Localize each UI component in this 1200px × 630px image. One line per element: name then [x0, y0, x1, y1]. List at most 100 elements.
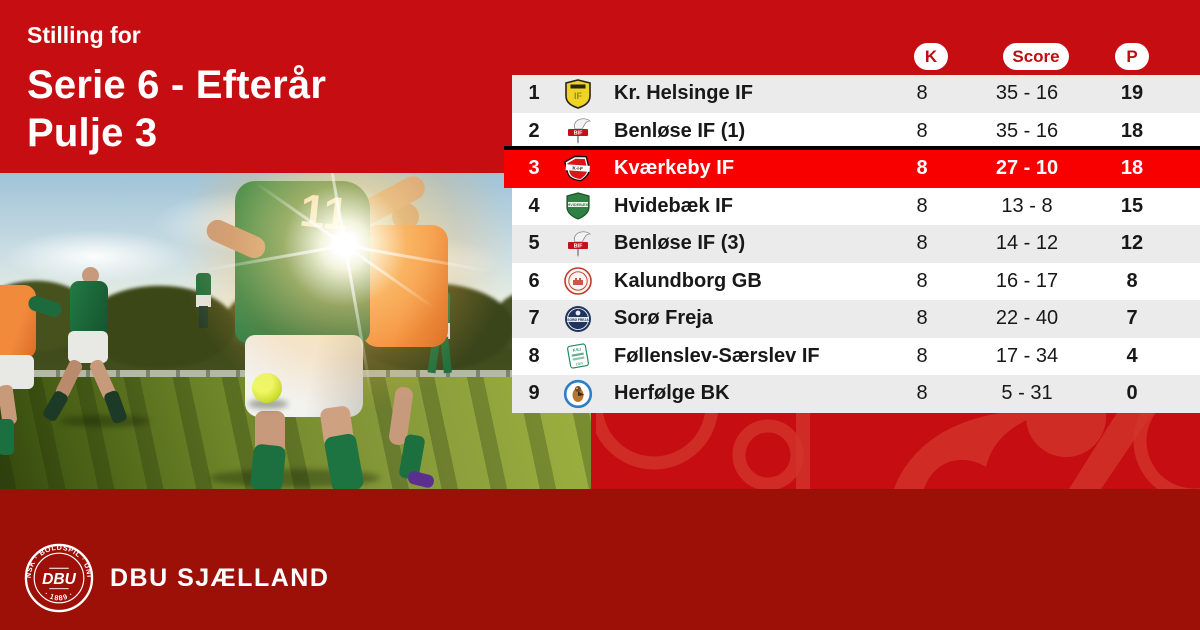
points-cell: 18	[1120, 157, 1144, 180]
team-logo-herfolge-icon	[556, 379, 600, 409]
football-icon	[252, 373, 282, 403]
played-cell: 8	[916, 157, 928, 180]
match-photo: 11	[0, 173, 591, 489]
kicker-text: Stilling for	[27, 22, 141, 48]
brand-name: DBU SJÆLLAND	[110, 563, 330, 592]
points-cell: 15	[1120, 194, 1144, 217]
page-title: Serie 6 - Efterår	[27, 63, 327, 107]
dbu-crest-icon: DANSK · BOLDSPIL · UNION · 1889 · DBU	[24, 543, 94, 613]
position-cell: 6	[528, 269, 540, 292]
dbu-crest-watermark-icon	[596, 413, 1200, 489]
table-row: 9 Herfølge BK 8 5 - 31 0	[512, 375, 1200, 413]
score-cell: 35 - 16	[995, 119, 1059, 142]
player-sock	[0, 419, 14, 455]
svg-text:1905: 1905	[575, 361, 583, 366]
svg-text:SORØ FREJA: SORØ FREJA	[567, 318, 589, 322]
distant-player	[196, 273, 211, 297]
player-shorts	[0, 355, 34, 389]
bottom-band	[0, 489, 1200, 630]
score-cell: 5 - 31	[1001, 382, 1053, 405]
player-shadow	[60, 415, 150, 427]
points-cell: 4	[1126, 344, 1138, 367]
team-name: Benløse IF (1)	[614, 119, 746, 142]
played-cell: 8	[916, 344, 928, 367]
column-badge-played: K	[914, 43, 948, 70]
position-cell: 8	[528, 344, 540, 367]
played-cell: 8	[916, 82, 928, 105]
title-block: Stilling for Serie 6 - Efterår Pulje 3	[27, 22, 326, 157]
player-leg	[199, 306, 208, 328]
svg-text:K·I·F: K·I·F	[572, 165, 583, 171]
standings-table: 1 IF Kr. Helsinge IF 8 35 - 16 19 2 BIF Benløse …	[504, 75, 1200, 413]
table-row: 1 IF Kr. Helsinge IF 8 35 - 16 19	[512, 75, 1200, 113]
player-far-left	[0, 285, 36, 359]
team-name: Kalundborg GB	[614, 269, 762, 292]
team-name: Herfølge BK	[614, 382, 730, 405]
team-name: Hvidebæk IF	[614, 194, 733, 217]
position-cell: 5	[528, 232, 540, 255]
svg-text:IF: IF	[574, 91, 583, 101]
table-row: 7 SORØ FREJA Sorø Freja 8 22 - 40 7	[512, 300, 1200, 338]
table-row: 2 BIF Benløse IF (1) 8 35 - 16 18	[512, 112, 1200, 150]
score-cell: 27 - 10	[995, 157, 1059, 180]
page-subtitle: Pulje 3	[27, 111, 158, 155]
points-cell: 19	[1120, 82, 1144, 105]
team-logo-hvidebaek-icon: HVIDEBÆK	[556, 191, 600, 221]
score-cell: 14 - 12	[995, 232, 1059, 255]
played-cell: 8	[916, 307, 928, 330]
table-row: 6 Kalundborg GB 8 16 - 17 8	[512, 262, 1200, 300]
score-cell: 16 - 17	[995, 269, 1059, 292]
table-row: 3 K·I·F Kværkeby IF 8 27 - 10 18	[504, 146, 1200, 188]
points-cell: 18	[1120, 119, 1144, 142]
column-badge-points: P	[1115, 43, 1149, 70]
team-name: Kr. Helsinge IF	[614, 82, 753, 105]
player-left	[70, 281, 108, 335]
team-logo-kalundborg-icon	[556, 266, 600, 296]
position-cell: 9	[528, 382, 540, 405]
team-logo-benlose-icon: BIF	[556, 116, 600, 146]
played-cell: 8	[916, 232, 928, 255]
table-row: 5 BIF Benløse IF (3) 8 14 - 12 12	[512, 225, 1200, 263]
table-row: 4 HVIDEBÆK Hvidebæk IF 8 13 - 8 15	[512, 187, 1200, 225]
position-cell: 1	[528, 82, 540, 105]
table-row: 8 F.S.I 1905 Føllenslev-Særslev IF 8 17 - 34 4	[512, 337, 1200, 375]
player-shorts	[68, 331, 108, 363]
crest-center-text: DBU	[42, 571, 76, 588]
played-cell: 8	[916, 382, 928, 405]
team-logo-kvaerkeby-icon: K·I·F	[556, 154, 600, 184]
svg-text:BIF: BIF	[574, 131, 584, 137]
position-cell: 3	[528, 157, 540, 180]
team-logo-soro-icon: SORØ FREJA	[556, 304, 600, 334]
svg-text:· 1889 ·: · 1889 ·	[43, 589, 75, 602]
player-sock	[249, 443, 287, 489]
team-name: Benløse IF (3)	[614, 232, 746, 255]
team-name: Sorø Freja	[614, 307, 713, 330]
points-cell: 8	[1126, 269, 1138, 292]
team-name: Føllenslev-Særslev IF	[614, 344, 820, 367]
score-cell: 13 - 8	[1001, 194, 1053, 217]
played-cell: 8	[916, 194, 928, 217]
footer-brand: DANSK · BOLDSPIL · UNION · 1889 · DBU DB…	[24, 543, 329, 613]
standings-rows: 1 IF Kr. Helsinge IF 8 35 - 16 19 2 BIF Benløse …	[504, 75, 1200, 413]
position-cell: 7	[528, 307, 540, 330]
crest-year-text: · 1889 ·	[43, 589, 74, 602]
score-cell: 35 - 16	[995, 82, 1059, 105]
svg-text:F.S.I: F.S.I	[572, 347, 581, 353]
points-cell: 0	[1126, 382, 1138, 405]
column-badge-score: Score	[1003, 43, 1069, 70]
position-cell: 4	[528, 194, 540, 217]
score-cell: 22 - 40	[995, 307, 1059, 330]
team-name: Kværkeby IF	[614, 157, 735, 180]
played-cell: 8	[916, 119, 928, 142]
position-cell: 2	[528, 119, 540, 142]
score-cell: 17 - 34	[995, 344, 1059, 367]
svg-text:HVIDEBÆK: HVIDEBÆK	[568, 203, 589, 207]
played-cell: 8	[916, 269, 928, 292]
team-logo-benlose-icon: BIF	[556, 229, 600, 259]
team-logo-helsinge-icon: IF	[556, 78, 600, 109]
team-logo-follenslev-icon: F.S.I 1905	[556, 341, 600, 371]
points-cell: 12	[1120, 232, 1144, 255]
svg-text:BIF: BIF	[574, 243, 584, 249]
points-cell: 7	[1126, 307, 1138, 330]
